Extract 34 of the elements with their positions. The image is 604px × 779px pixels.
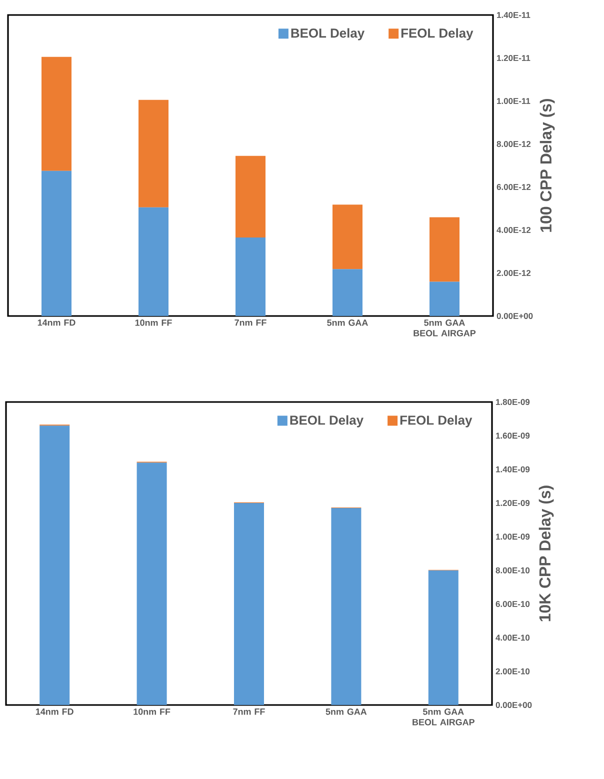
y-tick-label: 1.40E-09: [496, 466, 530, 472]
y-axis-title: 100 CPP Delay (s): [540, 98, 555, 232]
x-tick-label: 10nm FF: [134, 708, 170, 715]
y-tick-label: 1.40E-11: [497, 12, 530, 18]
y-tick-label: 1.00E-09: [496, 534, 530, 540]
legend-label: FEOL Delay: [401, 28, 474, 40]
y-tick-label: 8.00E-10: [496, 567, 530, 574]
y-tick-label: 2.00E-10: [496, 668, 530, 674]
y-tick-label: 6.00E-12: [496, 184, 531, 190]
y-tick-label: 0.00E+00: [496, 313, 533, 319]
x-tick-label: 5nm GAA BEOL AIRGAP: [412, 708, 474, 726]
x-tick-label: 5nm GAA: [326, 708, 367, 715]
legend-label: BEOL Delay: [290, 415, 364, 428]
legend-label: FEOL Delay: [400, 415, 472, 428]
y-tick-label: 1.60E-09: [496, 432, 530, 439]
x-tick-label: 5nm GAA BEOL AIRGAP: [414, 320, 476, 336]
x-tick-label: 5nm GAA: [327, 320, 368, 326]
x-tick-label: 14nm FD: [38, 320, 76, 326]
y-tick-label: 2.00E-12: [496, 270, 531, 276]
x-tick-label: 14nm FD: [36, 708, 74, 715]
x-tick-label: 10nm FF: [135, 320, 172, 326]
y-tick-label: 1.80E-09: [496, 399, 530, 405]
y-tick-label: 4.00E-12: [496, 227, 531, 233]
y-axis-title: 10K CPP Delay (s): [538, 486, 554, 622]
y-tick-label: 0.00E+00: [496, 702, 532, 708]
x-tick-label: 7nm FF: [233, 708, 265, 715]
y-tick-label: 1.20E-11: [497, 55, 530, 61]
x-tick-label: 7nm FF: [234, 320, 266, 326]
y-tick-label: 4.00E-10: [496, 634, 530, 641]
legend-label: BEOL Delay: [291, 28, 365, 40]
y-tick-label: 6.00E-10: [496, 601, 530, 607]
y-tick-label: 1.20E-09: [496, 500, 530, 506]
y-tick-label: 8.00E-12: [496, 141, 531, 147]
y-tick-label: 1.00E-11: [497, 98, 530, 104]
